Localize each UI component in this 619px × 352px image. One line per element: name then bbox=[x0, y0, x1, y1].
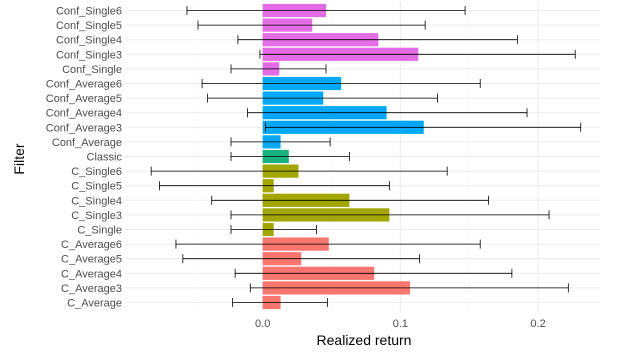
error-bar bbox=[234, 268, 513, 278]
error-bar bbox=[175, 239, 481, 249]
x-tick-label: 0.0 bbox=[255, 318, 270, 330]
error-bar bbox=[231, 298, 328, 307]
x-tick-label: 0.2 bbox=[530, 318, 545, 330]
y-tick-label: Conf_Single3 bbox=[56, 49, 122, 61]
error-bar bbox=[182, 254, 421, 264]
y-tick-label: C_Single5 bbox=[71, 181, 122, 193]
error-bar bbox=[249, 283, 569, 293]
y-tick-label: Conf_Single6 bbox=[56, 6, 122, 18]
y-tick-label: Classic bbox=[87, 152, 123, 164]
error-bar bbox=[265, 122, 582, 132]
error-bar bbox=[159, 181, 390, 191]
y-tick-label: Conf_Average6 bbox=[46, 79, 122, 91]
y-tick-label: C_Average4 bbox=[61, 268, 122, 280]
x-axis-tick-labels: 0.0 0.1 0.2 bbox=[255, 318, 546, 330]
error-bars bbox=[150, 6, 582, 307]
y-tick-label: C_Average5 bbox=[61, 254, 122, 266]
error-bar bbox=[197, 20, 426, 30]
error-bar bbox=[259, 49, 576, 59]
y-tick-label: C_Single6 bbox=[71, 166, 122, 178]
x-axis-title: Realized return bbox=[317, 332, 412, 348]
y-tick-label: Conf_Average5 bbox=[46, 93, 122, 105]
y-axis-title: Filter bbox=[11, 143, 27, 174]
error-bar bbox=[207, 93, 438, 103]
y-tick-label: C_Single3 bbox=[71, 210, 122, 222]
error-bar bbox=[186, 6, 466, 15]
error-bar bbox=[230, 137, 331, 147]
y-tick-label: Conf_Single bbox=[62, 64, 122, 76]
error-bar bbox=[150, 166, 448, 176]
y-tick-label: C_Average bbox=[67, 298, 122, 310]
y-tick-label: Conf_Single5 bbox=[56, 20, 122, 32]
error-bar bbox=[230, 225, 317, 234]
y-tick-label: C_Single bbox=[77, 225, 122, 237]
y-tick-label: Conf_Average bbox=[52, 137, 122, 149]
error-bar bbox=[230, 152, 350, 161]
error-bar bbox=[230, 64, 327, 74]
y-tick-label: Conf_Average3 bbox=[46, 122, 122, 134]
y-tick-label: C_Single4 bbox=[71, 195, 122, 207]
y-tick-label: Conf_Average4 bbox=[46, 108, 122, 120]
y-tick-label: C_Average6 bbox=[61, 239, 122, 251]
error-bar bbox=[230, 210, 550, 220]
y-tick-label: C_Average3 bbox=[61, 283, 122, 295]
y-tick-label: Conf_Single4 bbox=[56, 35, 122, 47]
error-bar bbox=[211, 195, 489, 205]
error-bar bbox=[237, 35, 518, 45]
y-axis-tick-labels: Conf_Single6 Conf_Single5 Conf_Single4 Conf… bbox=[46, 6, 123, 310]
error-bar bbox=[201, 79, 481, 88]
error-bar bbox=[247, 108, 528, 118]
x-tick-label: 0.1 bbox=[393, 318, 408, 330]
